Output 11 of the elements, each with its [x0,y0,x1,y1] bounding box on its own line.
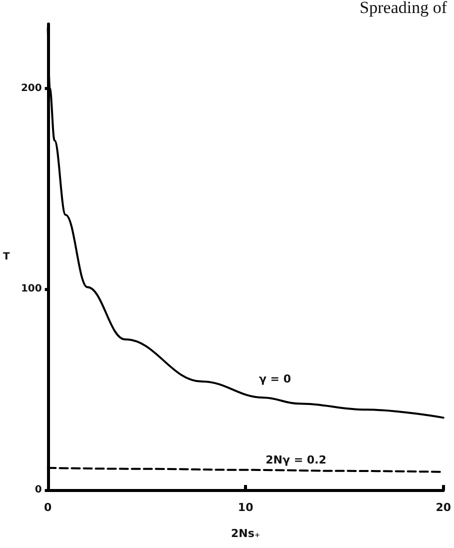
text: Spreading of [360,0,448,17]
annotation: 2Nγ = 0.2 [266,454,326,466]
annotation: γ = 0 [258,372,292,386]
x-tick-label: 20 [436,501,452,514]
x-tick-label: 0 [44,501,52,514]
y-axis-title: T [2,252,10,262]
y-tick-label: 200 [20,82,42,94]
y-tick-label: 0 [34,484,42,496]
x-tick-label: 10 [238,501,254,514]
y-tick-label: 100 [20,284,42,295]
x-axis-title: 2Ns₊ [230,527,260,540]
